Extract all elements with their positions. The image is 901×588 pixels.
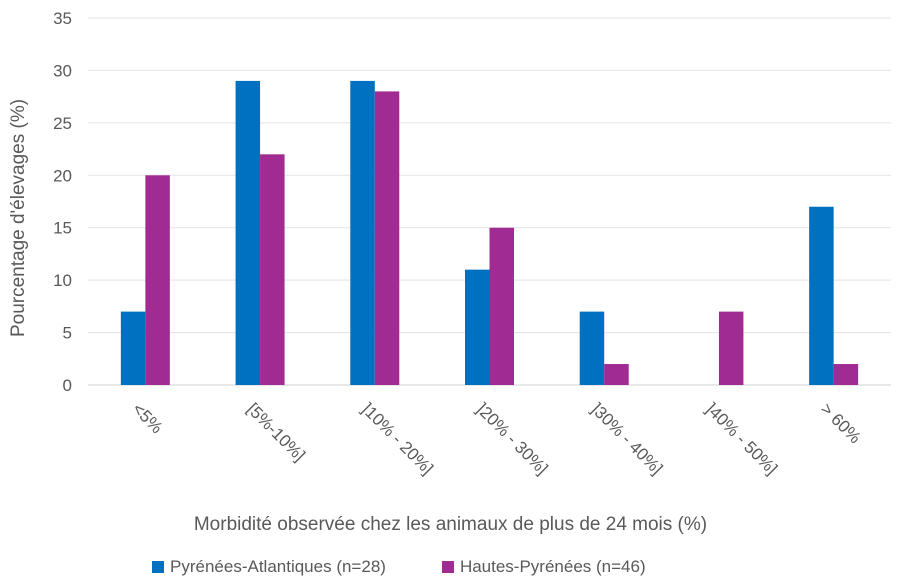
y-tick-label: 15	[53, 219, 72, 238]
y-axis-label: Pourcentage d'élevages (%)	[8, 99, 29, 337]
y-tick-label: 30	[53, 61, 72, 80]
y-tick-label: 20	[53, 166, 72, 185]
bars	[120, 80, 859, 386]
legend-item-series-2: Hautes-Pyrénées (n=46)	[441, 557, 646, 577]
legend-label-series-1: Pyrénées-Atlantiques (n=28)	[170, 557, 386, 576]
bar-series-2-1	[145, 175, 170, 385]
x-axis-tick-labels: <5% [5%-10%] ]10% - 20%] ]20% - 30%] ]30% - …	[129, 399, 865, 478]
x-tick-label: [5%-10%]	[243, 399, 309, 465]
x-tick-label: ]10% - 20%]	[358, 399, 437, 478]
x-tick-label: ]30% - 40%]	[587, 399, 666, 478]
x-axis-label: Morbidité observée chez les animaux de p…	[193, 514, 708, 535]
y-tick-label: 0	[63, 376, 72, 395]
bar-series-1-5	[579, 311, 605, 385]
legend-item-series-1: Pyrénées-Atlantiques (n=28)	[152, 557, 386, 577]
bar-series-2-5	[604, 364, 629, 385]
y-tick-label: 10	[53, 271, 72, 290]
bar-series-1-7	[809, 206, 834, 385]
bar-series-1-4	[465, 269, 490, 385]
bar-series-2-6	[718, 311, 744, 385]
bar-series-1-1	[120, 311, 146, 385]
y-tick-label: 35	[53, 9, 72, 28]
bar-series-2-7	[833, 364, 859, 385]
y-axis-tick-labels: 0 5 10 15 20 25 30 35	[53, 9, 72, 395]
legend-swatch-series-1	[152, 561, 164, 573]
x-tick-label: <5%	[129, 399, 167, 437]
bar-series-2-3	[374, 91, 400, 386]
legend-label-series-2: Hautes-Pyrénées (n=46)	[459, 557, 646, 576]
x-tick-label: > 60%	[817, 399, 865, 447]
bar-series-1-2	[235, 80, 261, 385]
x-tick-label: ]20% - 30%]	[473, 399, 552, 478]
legend: Pyrénées-Atlantiques (n=28) Hautes-Pyrén…	[152, 554, 702, 580]
bar-series-2-2	[260, 154, 285, 385]
bar-series-2-4	[489, 227, 514, 385]
bar-series-1-3	[350, 80, 375, 385]
y-tick-label: 5	[63, 324, 72, 343]
y-tick-label: 25	[53, 114, 72, 133]
legend-swatch-series-2	[441, 561, 454, 573]
x-tick-label: ]40% - 50%]	[702, 399, 781, 478]
